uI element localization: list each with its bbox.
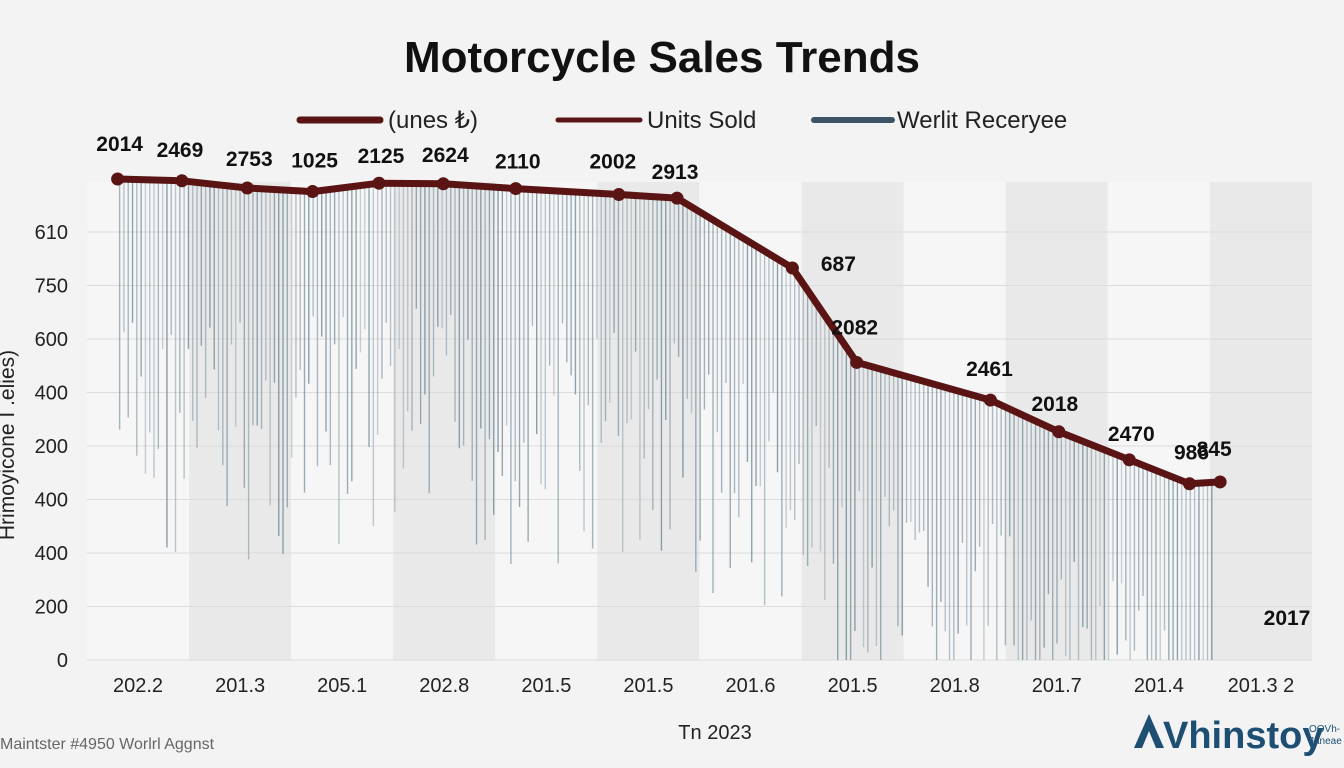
logo-subtext-2: Janeae xyxy=(1309,736,1342,747)
extra-annotation: 2017 xyxy=(1264,607,1311,630)
x-tick-label: 202.2 xyxy=(113,675,163,697)
legend: (unes ₺) Units Sold Werlit Receryee xyxy=(296,107,1067,134)
y-tick-label: 400 xyxy=(35,543,68,565)
y-tick-label: 200 xyxy=(35,436,68,458)
x-tick-label: 205.1 xyxy=(317,675,367,697)
data-label: 986 xyxy=(1174,442,1209,465)
data-label: 2002 xyxy=(589,151,636,174)
legend-label-3: Werlit Receryee xyxy=(897,107,1067,134)
y-tick-label: 200 xyxy=(35,597,68,619)
data-label: 845 xyxy=(1197,438,1232,461)
x-axis-ticks: 202.2 201.3 205.1 202.8 201.5 201.5 201.6 201.5… xyxy=(113,675,1294,697)
data-label: 2470 xyxy=(1108,423,1155,446)
units-sold-line xyxy=(114,175,1224,488)
data-labels: 2014 2469 2753 1025 2125 2624 2110 2002 2913 687 2… xyxy=(96,133,1232,465)
x-tick-label: 201.8 xyxy=(930,675,980,697)
data-point xyxy=(983,393,997,407)
data-label: 2624 xyxy=(422,144,469,167)
brand-logo: Vhinstoy OOVh- Janeae xyxy=(1134,714,1342,757)
data-label: 2014 xyxy=(96,133,143,156)
data-point xyxy=(306,185,320,199)
legend-label-1: (unes ₺) xyxy=(388,107,478,134)
data-point xyxy=(240,181,254,195)
data-point xyxy=(1183,477,1196,491)
data-label: 2753 xyxy=(226,148,273,171)
column-band xyxy=(1209,182,1312,660)
data-point xyxy=(850,355,864,369)
data-label: 687 xyxy=(821,253,856,276)
data-label: 2018 xyxy=(1031,393,1078,416)
x-tick-label: 201.5 xyxy=(623,675,673,697)
footer-text: Maintster #4950 Worlrl Aggnst xyxy=(0,736,215,753)
data-point xyxy=(1052,425,1066,439)
logo-mark-icon xyxy=(1134,714,1164,748)
legend-label-2: Units Sold xyxy=(647,107,756,134)
data-label: 2082 xyxy=(831,316,878,339)
x-tick-label: 201.3 2 xyxy=(1228,675,1295,697)
data-point xyxy=(612,188,626,202)
x-axis-label: Tn 2023 xyxy=(678,722,751,744)
column-band xyxy=(801,182,904,660)
y-tick-label: 400 xyxy=(35,383,68,405)
logo-text: Vhinstoy xyxy=(1163,715,1323,757)
chart-title: Motorcycle Sales Trends xyxy=(404,33,920,82)
hatch-area xyxy=(118,182,1213,660)
logo-subtext-1: OOVh- xyxy=(1309,724,1340,735)
units-sold-series xyxy=(111,172,1227,491)
x-tick-label: 201.7 xyxy=(1032,675,1082,697)
column-band xyxy=(87,182,190,660)
y-axis-label: Hrimoyicone I .elies) xyxy=(0,350,19,540)
data-point xyxy=(372,176,386,190)
x-tick-label: 201.6 xyxy=(726,675,776,697)
column-band xyxy=(393,182,496,660)
y-tick-label: 750 xyxy=(35,276,68,298)
data-label: 2913 xyxy=(652,161,699,184)
y-axis-ticks: 610 750 600 400 200 400 400 200 0 xyxy=(35,222,68,672)
x-tick-label: 202.8 xyxy=(419,675,469,697)
data-point xyxy=(509,182,523,196)
y-tick-label: 0 xyxy=(57,650,68,672)
y-tick-label: 610 xyxy=(35,222,68,244)
data-label: 2461 xyxy=(966,358,1013,381)
x-tick-label: 201.5 xyxy=(828,675,878,697)
data-point xyxy=(670,191,684,205)
data-label: 1025 xyxy=(291,150,338,173)
x-tick-label: 201.3 xyxy=(215,675,265,697)
data-point xyxy=(175,174,189,188)
column-band xyxy=(903,182,1006,660)
data-label: 2469 xyxy=(157,139,204,162)
data-point xyxy=(111,172,125,186)
y-tick-label: 600 xyxy=(35,329,68,351)
x-tick-label: 201.5 xyxy=(521,675,571,697)
data-label: 2125 xyxy=(358,145,405,168)
data-point xyxy=(436,177,450,191)
data-label: 2110 xyxy=(495,151,541,174)
column-band xyxy=(1107,182,1210,660)
data-point xyxy=(1213,475,1227,489)
x-tick-label: 201.4 xyxy=(1134,675,1184,697)
y-tick-label: 400 xyxy=(35,490,68,512)
data-point xyxy=(785,261,799,275)
data-point xyxy=(1122,453,1136,467)
